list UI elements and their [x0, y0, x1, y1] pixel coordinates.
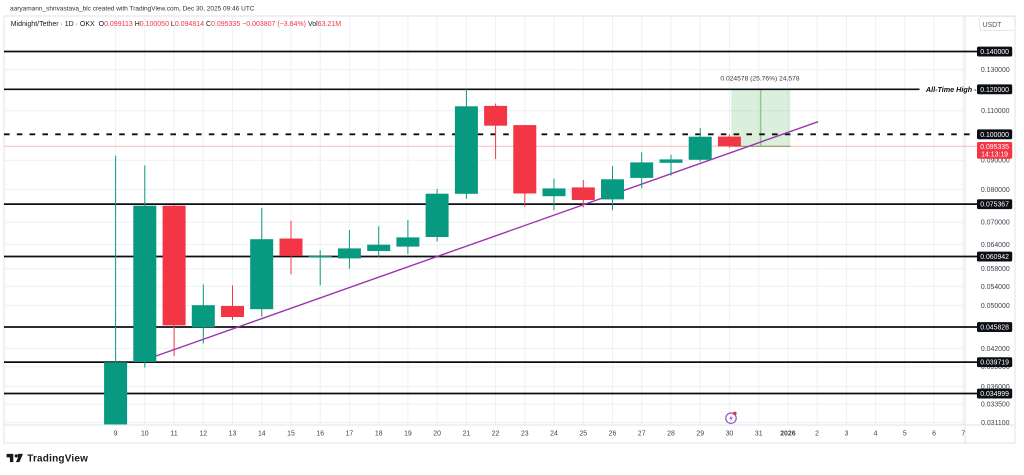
svg-text:aaryamann_shrivastava_blc crea: aaryamann_shrivastava_blc created with T…	[10, 6, 255, 13]
svg-text:5: 5	[903, 430, 907, 437]
svg-text:26: 26	[609, 430, 617, 437]
svg-text:0.058000: 0.058000	[981, 266, 1010, 273]
svg-text:3: 3	[844, 430, 848, 437]
svg-text:0.033500: 0.033500	[981, 402, 1010, 409]
svg-text:25: 25	[579, 430, 587, 437]
svg-text:2: 2	[815, 430, 819, 437]
svg-text:USDT: USDT	[983, 22, 1003, 29]
svg-text:0.090000: 0.090000	[981, 158, 1010, 165]
svg-text:19: 19	[404, 430, 412, 437]
svg-text:0.060942: 0.060942	[980, 254, 1009, 261]
svg-text:0.045828: 0.045828	[980, 325, 1009, 332]
svg-text:0.034999: 0.034999	[980, 391, 1009, 398]
svg-text:0.050000: 0.050000	[981, 303, 1010, 310]
svg-text:22: 22	[492, 430, 500, 437]
svg-text:Midnight/Tether · 1D · OKX O0: Midnight/Tether · 1D · OKX O0.099113 H0.…	[11, 21, 342, 28]
svg-text:2026: 2026	[780, 430, 795, 437]
svg-text:27: 27	[638, 430, 646, 437]
svg-text:14: 14	[258, 430, 266, 437]
svg-text:24: 24	[550, 430, 558, 437]
svg-text:0.120000: 0.120000	[980, 87, 1009, 94]
svg-text:10: 10	[141, 430, 149, 437]
svg-text:14:13:19: 14:13:19	[981, 151, 1008, 158]
svg-text:0.054000: 0.054000	[981, 284, 1010, 291]
svg-text:0.024578 (25.76%) 24,578: 0.024578 (25.76%) 24,578	[720, 76, 799, 83]
svg-text:17: 17	[346, 430, 354, 437]
svg-text:31: 31	[755, 430, 763, 437]
svg-text:0.064000: 0.064000	[981, 242, 1010, 249]
svg-text:12: 12	[199, 430, 207, 437]
svg-text:29: 29	[696, 430, 704, 437]
svg-text:7: 7	[961, 430, 965, 437]
svg-text:15: 15	[287, 430, 295, 437]
svg-text:0.036000: 0.036000	[981, 384, 1010, 391]
svg-text:28: 28	[667, 430, 675, 437]
svg-text:6: 6	[932, 430, 936, 437]
svg-text:11: 11	[171, 430, 178, 437]
svg-text:0.031100: 0.031100	[981, 420, 1009, 427]
svg-text:TradingView: TradingView	[27, 454, 88, 465]
svg-text:0.075367: 0.075367	[980, 202, 1009, 209]
svg-text:13: 13	[229, 430, 237, 437]
svg-text:0.080000: 0.080000	[981, 187, 1010, 194]
svg-text:0.070000: 0.070000	[981, 220, 1010, 227]
svg-text:All-Time High -: All-Time High -	[925, 85, 977, 94]
svg-text:0.042000: 0.042000	[981, 346, 1010, 353]
svg-text:18: 18	[375, 430, 383, 437]
svg-text:20: 20	[433, 430, 441, 437]
svg-text:0.110000: 0.110000	[981, 108, 1009, 115]
svg-text:0.039000: 0.039000	[981, 364, 1010, 371]
svg-text:0.140000: 0.140000	[980, 49, 1009, 56]
svg-text:0.039719: 0.039719	[980, 360, 1009, 367]
svg-text:0.100000: 0.100000	[980, 132, 1009, 139]
svg-text:21: 21	[463, 430, 471, 437]
svg-text:4: 4	[874, 430, 878, 437]
svg-text:9: 9	[114, 430, 118, 437]
svg-text:0.130000: 0.130000	[981, 67, 1010, 74]
svg-text:0.095335: 0.095335	[980, 144, 1009, 151]
svg-text:16: 16	[316, 430, 324, 437]
svg-text:30: 30	[726, 430, 734, 437]
svg-text:23: 23	[521, 430, 529, 437]
